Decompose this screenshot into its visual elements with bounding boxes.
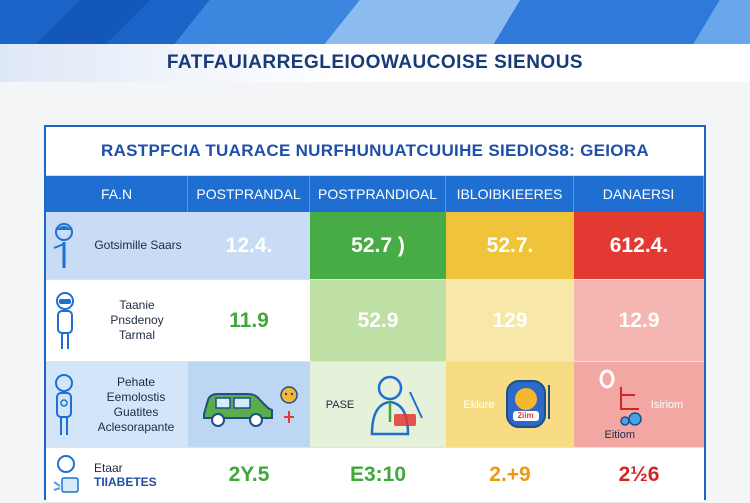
- row-label-line: Taanie: [119, 298, 155, 312]
- illustration-caption: Eitiom: [604, 428, 636, 441]
- table-row-label: Pehate Eemolostis Guatites Aclesorapante: [46, 362, 188, 448]
- column-header: POSTPRANDAL: [188, 176, 310, 212]
- value-cell: 2½6: [574, 448, 704, 503]
- row-label-line: Eemolostis: [106, 389, 166, 404]
- cell-value: 12.4.: [225, 233, 273, 257]
- doctor-icon: [360, 372, 430, 438]
- page-title: FATFAUIARREGLEIOOWAUCOISE SIENOUS: [166, 52, 584, 73]
- emoji-face-icon: [278, 385, 300, 425]
- column-header: FA.N: [46, 176, 188, 212]
- value-cell: 52.7 ): [310, 212, 446, 280]
- value-cell: 12.4.: [188, 212, 310, 280]
- column-header: POSTPRANDIOAL: [310, 176, 446, 212]
- column-header: DANAERSI: [574, 176, 704, 212]
- glucose-meter-icon: [52, 454, 86, 496]
- value-cell: 612.4.: [574, 212, 704, 280]
- row-label: Etaar TIIABETES: [94, 461, 157, 489]
- row-label-line: Tarmal: [118, 328, 155, 342]
- cell-value: 129: [492, 308, 528, 332]
- table-row-label: Gotsimille Saars: [46, 212, 188, 280]
- medical-badge-icon: 2iim: [501, 375, 557, 435]
- row-label-line: Pnsdenoy: [110, 313, 164, 327]
- value-cell: 2.+9: [446, 448, 574, 503]
- title-bar: FATFAUIARREGLEIOOWAUCOISE SIENOUS: [0, 44, 750, 82]
- badge-text: 2iim: [517, 410, 534, 420]
- row-label-line: TIIABETES: [94, 475, 157, 489]
- illustration-caption: Isiriom: [650, 398, 684, 411]
- value-cell: 2Y.5: [188, 448, 310, 503]
- cell-value: 52.7.: [486, 233, 534, 257]
- wheelchair-icon: Eitiom: [595, 369, 645, 441]
- cell-value: 2Y.5: [228, 463, 270, 486]
- table-subtitle: RASTPFCIA TUARACE NURFHUNUATCUUIHE SIEDI…: [101, 141, 649, 160]
- cell-value: E3:10: [349, 463, 407, 486]
- row-label-line: Guatites: [113, 404, 159, 419]
- car-icon: [198, 380, 278, 430]
- mask-person-icon: [52, 291, 78, 351]
- header-banner: [0, 0, 750, 50]
- cell-value: 12.9: [618, 308, 660, 332]
- illustration-cell: Eitiom Isiriom: [574, 362, 704, 448]
- row-label: Taanie Pnsdenoy Tarmal: [86, 298, 188, 343]
- illustration-caption: Eklure: [463, 398, 495, 411]
- cell-value: 52.7 ): [351, 233, 405, 257]
- row-label-line: Etaar: [94, 461, 123, 475]
- table-row-label: Etaar TIIABETES: [46, 448, 188, 503]
- value-cell: E3:10: [310, 448, 446, 503]
- value-cell: 52.7.: [446, 212, 574, 280]
- row-label: Pehate Eemolostis Guatites Aclesorapante: [84, 375, 188, 435]
- illustration-cell: [188, 362, 310, 448]
- cell-value: 612.4.: [609, 233, 669, 257]
- cell-value: 2½6: [618, 463, 660, 486]
- table-row-label: Taanie Pnsdenoy Tarmal: [46, 280, 188, 362]
- person-outline-icon: [52, 373, 76, 437]
- column-header: IBLOIBKIEERES: [446, 176, 574, 212]
- cell-value: 2.+9: [489, 463, 531, 486]
- illustration-caption: PASE: [325, 398, 355, 411]
- row-label: Gotsimille Saars: [94, 238, 182, 252]
- value-cell: 129: [446, 280, 574, 362]
- value-cell: 52.9: [310, 280, 446, 362]
- illustration-cell: PASE: [310, 362, 446, 448]
- comparison-table: RASTPFCIA TUARACE NURFHUNUATCUUIHE SIEDI…: [44, 125, 706, 503]
- value-cell: 12.9: [574, 280, 704, 362]
- row-label-line: Aclesorapante: [97, 419, 175, 434]
- cell-value: 11.9: [229, 308, 269, 332]
- cell-value: 52.9: [357, 308, 399, 332]
- value-cell: 11.9: [188, 280, 310, 362]
- row-label-line: Pehate: [116, 374, 156, 389]
- person-icon: [52, 222, 80, 270]
- illustration-cell: Eklure 2iim: [446, 362, 574, 448]
- table-grid: FA.N POSTPRANDAL POSTPRANDIOAL IBLOIBKIE…: [46, 176, 704, 503]
- table-subtitle-row: RASTPFCIA TUARACE NURFHUNUATCUUIHE SIEDI…: [46, 127, 704, 176]
